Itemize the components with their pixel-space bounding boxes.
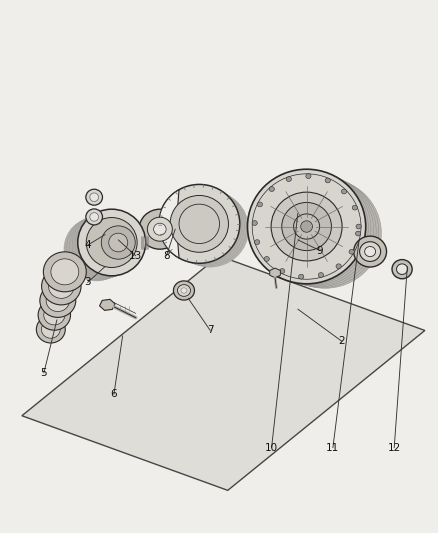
Ellipse shape <box>356 231 361 236</box>
Ellipse shape <box>254 240 260 245</box>
Ellipse shape <box>279 269 285 273</box>
Ellipse shape <box>43 252 86 292</box>
Ellipse shape <box>247 169 366 284</box>
Ellipse shape <box>67 215 132 280</box>
Ellipse shape <box>356 224 361 229</box>
Polygon shape <box>99 300 115 310</box>
Ellipse shape <box>78 209 145 276</box>
Ellipse shape <box>352 205 357 210</box>
Polygon shape <box>22 256 425 490</box>
Ellipse shape <box>171 191 249 267</box>
Ellipse shape <box>86 217 137 268</box>
Ellipse shape <box>261 175 376 287</box>
Ellipse shape <box>51 259 79 285</box>
Ellipse shape <box>46 290 70 311</box>
Ellipse shape <box>306 174 311 179</box>
Ellipse shape <box>109 233 128 252</box>
Ellipse shape <box>364 246 376 256</box>
Ellipse shape <box>72 212 139 278</box>
Ellipse shape <box>165 188 244 265</box>
Text: 7: 7 <box>207 326 214 335</box>
Ellipse shape <box>286 177 291 182</box>
Ellipse shape <box>170 196 229 252</box>
Text: 3: 3 <box>84 278 91 287</box>
Ellipse shape <box>300 221 312 232</box>
Text: 9: 9 <box>316 246 323 255</box>
Ellipse shape <box>254 172 371 285</box>
Ellipse shape <box>325 178 330 183</box>
Ellipse shape <box>101 226 135 259</box>
Ellipse shape <box>181 288 187 293</box>
Polygon shape <box>270 268 280 278</box>
Ellipse shape <box>265 177 379 288</box>
Ellipse shape <box>44 305 65 325</box>
Ellipse shape <box>70 214 135 279</box>
Ellipse shape <box>354 236 387 267</box>
Ellipse shape <box>251 171 368 285</box>
Ellipse shape <box>90 213 99 221</box>
Ellipse shape <box>159 184 240 263</box>
Text: 6: 6 <box>110 390 117 399</box>
Ellipse shape <box>269 187 275 191</box>
Ellipse shape <box>38 300 71 330</box>
Ellipse shape <box>49 274 74 298</box>
Ellipse shape <box>86 189 102 205</box>
Ellipse shape <box>299 274 304 279</box>
Text: 11: 11 <box>326 443 339 453</box>
Ellipse shape <box>396 264 408 274</box>
Ellipse shape <box>360 241 381 261</box>
Ellipse shape <box>318 272 324 277</box>
Ellipse shape <box>257 202 262 207</box>
Ellipse shape <box>341 189 346 194</box>
Text: 4: 4 <box>84 240 91 250</box>
Ellipse shape <box>258 174 374 286</box>
Ellipse shape <box>42 320 60 338</box>
Text: 8: 8 <box>163 251 170 261</box>
Ellipse shape <box>264 256 269 261</box>
Ellipse shape <box>40 284 76 317</box>
Text: 2: 2 <box>338 336 345 346</box>
Ellipse shape <box>162 186 242 264</box>
Ellipse shape <box>168 189 247 266</box>
Ellipse shape <box>268 178 381 288</box>
Ellipse shape <box>173 281 194 300</box>
Ellipse shape <box>293 214 320 239</box>
Ellipse shape <box>64 217 129 281</box>
Ellipse shape <box>90 193 99 201</box>
Ellipse shape <box>154 223 166 235</box>
Ellipse shape <box>75 211 142 277</box>
Ellipse shape <box>147 217 173 241</box>
Ellipse shape <box>42 268 81 305</box>
Ellipse shape <box>349 249 354 254</box>
Ellipse shape <box>139 209 180 249</box>
Ellipse shape <box>282 203 332 251</box>
Ellipse shape <box>271 192 342 261</box>
Ellipse shape <box>252 221 257 225</box>
Ellipse shape <box>36 316 65 343</box>
Text: 5: 5 <box>40 368 47 378</box>
Polygon shape <box>143 236 145 252</box>
Ellipse shape <box>336 264 341 269</box>
Text: 10: 10 <box>265 443 278 453</box>
Polygon shape <box>159 190 179 258</box>
Ellipse shape <box>392 260 412 279</box>
Text: 13: 13 <box>129 251 142 261</box>
Ellipse shape <box>177 285 191 296</box>
Text: 12: 12 <box>388 443 401 453</box>
Ellipse shape <box>86 209 102 225</box>
